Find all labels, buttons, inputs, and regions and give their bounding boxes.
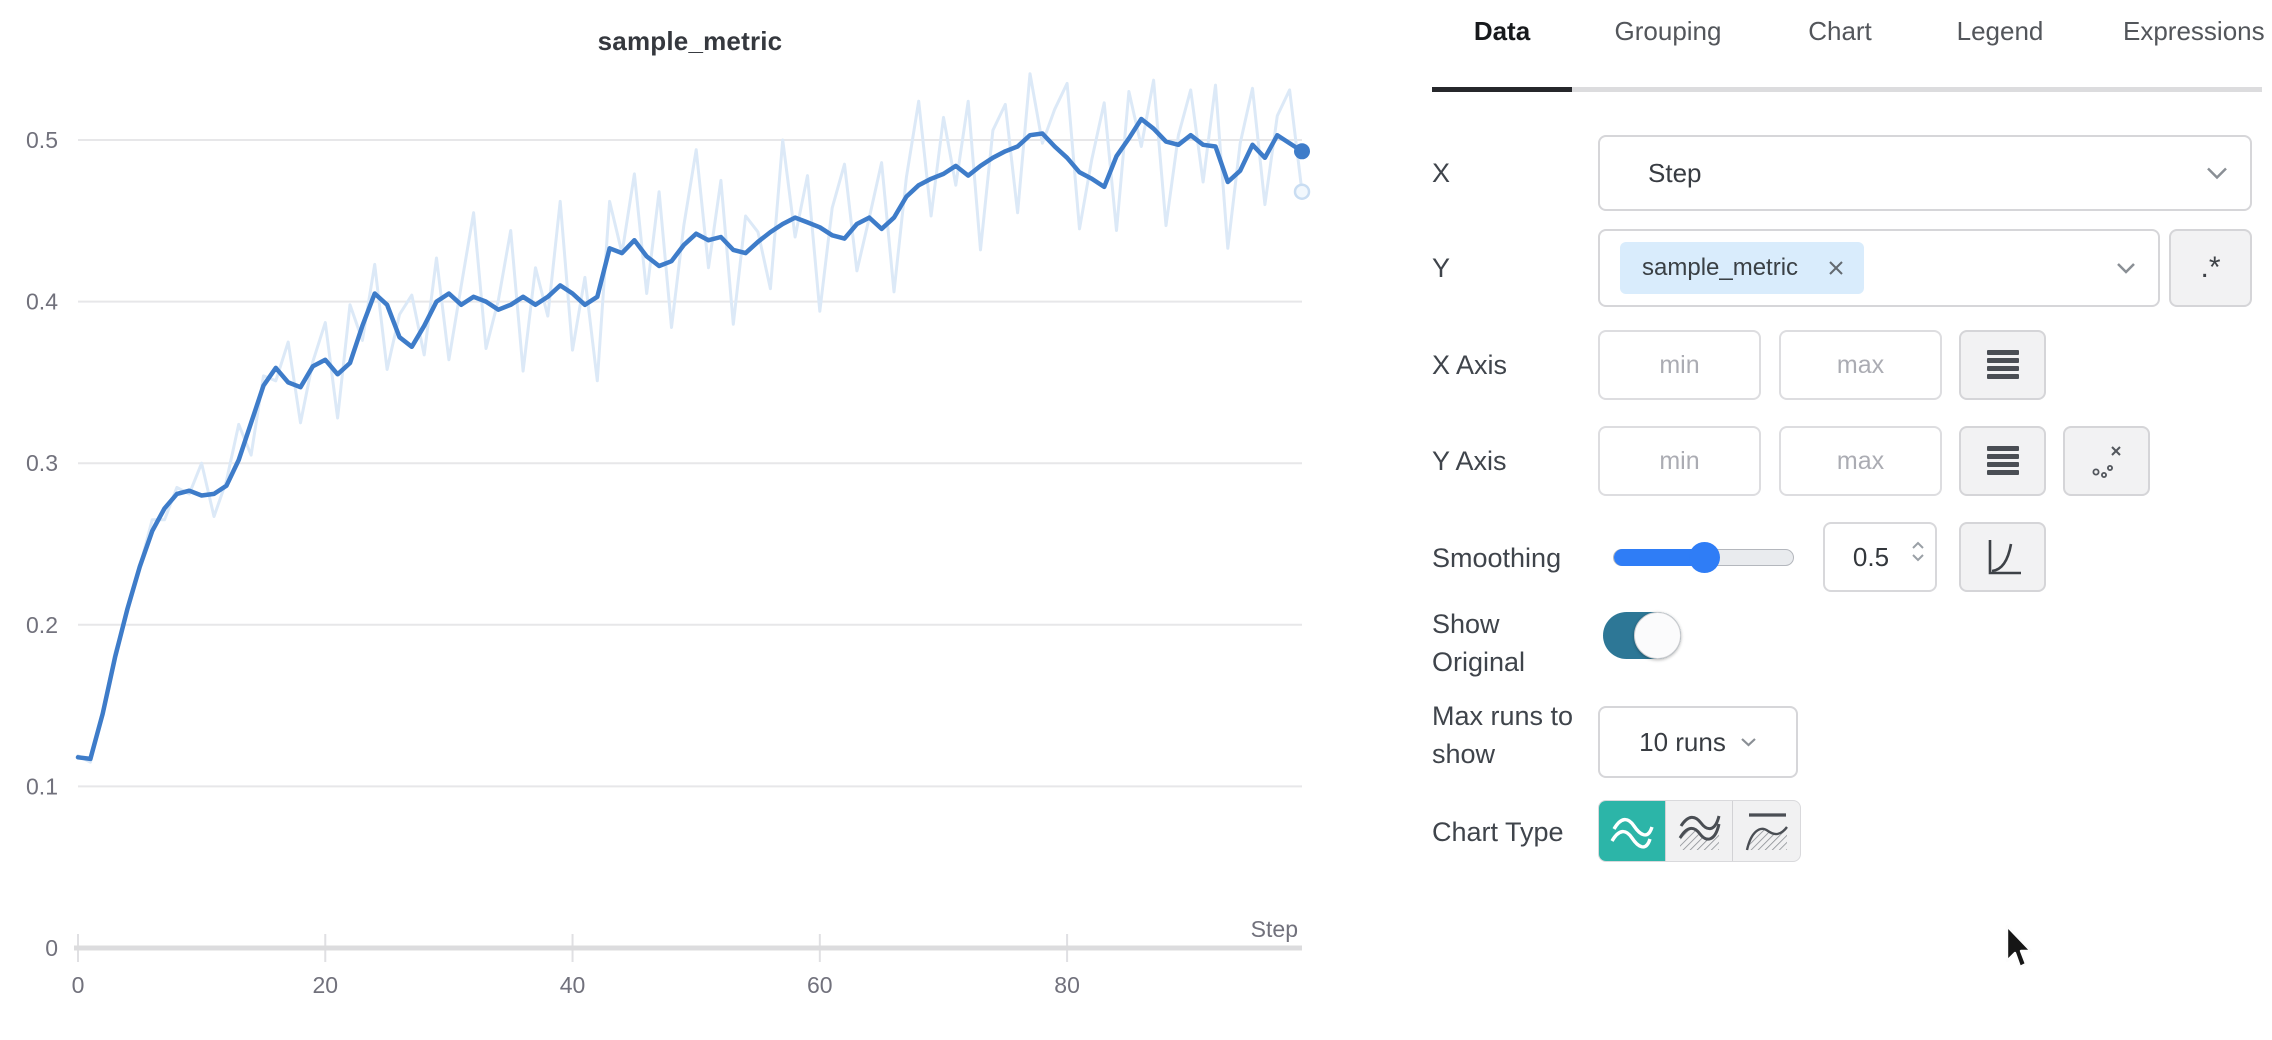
- smoothing-value-stepper[interactable]: [1823, 522, 1937, 592]
- y-tick-label: 0: [45, 935, 58, 961]
- chart-type-label: Chart Type: [1432, 817, 1564, 847]
- chevron-down-icon: [1741, 737, 1756, 746]
- chart-type-percentile-button[interactable]: [1733, 801, 1800, 861]
- series-endpoint-dot: [1294, 143, 1310, 160]
- x-axis-max-input[interactable]: [1779, 330, 1942, 400]
- show-original-label: Show Original: [1432, 609, 1526, 677]
- x-axis-title: Step: [1251, 916, 1298, 942]
- percentile-plot-icon: [1745, 813, 1788, 851]
- chart-title: sample_metric: [597, 26, 783, 56]
- y-metric-chip[interactable]: sample_metric: [1620, 242, 1865, 294]
- line-plot-icon: [1610, 817, 1654, 849]
- x-tick-label: 0: [72, 972, 85, 998]
- spinner-down-icon[interactable]: [1911, 553, 1925, 562]
- log-scale-lines-icon: [1986, 446, 2019, 475]
- x-tick-label: 40: [560, 972, 586, 998]
- x-select-value: Step: [1648, 157, 1702, 188]
- x-axis-min-input[interactable]: [1598, 330, 1761, 400]
- y-tick-label: 0.3: [26, 450, 58, 476]
- spinner-up-icon[interactable]: [1911, 541, 1925, 550]
- tabbar-divider: [1432, 87, 2262, 92]
- tab-grouping[interactable]: Grouping: [1614, 16, 1722, 46]
- max-runs-label: Max runs to show: [1432, 701, 1574, 769]
- x-select[interactable]: Step: [1598, 135, 2252, 211]
- tab-expressions[interactable]: Expressions: [2123, 16, 2265, 46]
- y-axis-min-input[interactable]: [1598, 426, 1761, 496]
- y-tick-label: 0.2: [26, 612, 58, 638]
- x-field-label: X: [1432, 158, 1451, 188]
- tabbar-active-indicator: [1432, 87, 1572, 92]
- smoothing-label: Smoothing: [1432, 543, 1562, 573]
- y-tick-label: 0.4: [26, 289, 58, 315]
- regex-button-label: .*: [2200, 251, 2221, 284]
- line-chart-plot[interactable]: 0 0.1 0.2 0.3 0.4 0.5 0 20 40 60 80 Step: [0, 0, 1430, 1040]
- x-tick-label: 80: [1054, 972, 1080, 998]
- y-tick-label: 0.5: [26, 127, 58, 153]
- smoothing-slider-thumb[interactable]: [1688, 542, 1720, 573]
- y-field-label: Y: [1432, 253, 1451, 283]
- smoothing-value-input[interactable]: [1825, 524, 1917, 590]
- y-tick-label: 0.1: [26, 773, 58, 799]
- area-plot-icon: [1678, 815, 1721, 850]
- tab-data[interactable]: Data: [1473, 16, 1531, 46]
- smoothing-slider[interactable]: [1613, 542, 1794, 573]
- chevron-down-icon: [2207, 167, 2227, 180]
- y-regex-button[interactable]: .*: [2169, 229, 2252, 307]
- ignore-outliers-icon: [2091, 446, 2121, 479]
- x-tick-label: 20: [312, 972, 338, 998]
- toggle-knob: [1634, 612, 1681, 659]
- chart-type-area-button[interactable]: [1666, 801, 1733, 861]
- y-axis-max-input[interactable]: [1779, 426, 1942, 496]
- x-axis-log-scale-button[interactable]: [1959, 330, 2046, 400]
- chart-type-segmented-control: [1598, 800, 1801, 862]
- y-axis-log-scale-button[interactable]: [1959, 426, 2046, 496]
- x-axis-label: X Axis: [1432, 350, 1508, 380]
- chip-remove-icon[interactable]: [1826, 258, 1846, 278]
- smoothing-type-button[interactable]: [1959, 522, 2046, 592]
- show-original-toggle[interactable]: [1603, 612, 1681, 659]
- log-scale-lines-icon: [1986, 350, 2019, 379]
- series-endpoint-ring: [1293, 183, 1311, 200]
- tab-legend[interactable]: Legend: [1956, 16, 2044, 46]
- smoothing-slider-fill: [1614, 549, 1704, 566]
- tab-chart[interactable]: Chart: [1808, 16, 1872, 46]
- max-runs-select[interactable]: 10 runs: [1598, 706, 1798, 778]
- series-line: [75, 116, 1305, 762]
- mouse-cursor: [2005, 925, 2033, 969]
- y-metric-chip-label: sample_metric: [1642, 254, 1799, 281]
- smoothing-curve-icon: [1988, 540, 2021, 575]
- max-runs-value: 10 runs: [1639, 726, 1726, 757]
- series-line: [76, 72, 1304, 764]
- ignore-outliers-button[interactable]: [2063, 426, 2150, 496]
- x-tick-label: 60: [807, 972, 833, 998]
- y-axis-label: Y Axis: [1432, 446, 1507, 476]
- y-select[interactable]: sample_metric: [1598, 229, 2160, 307]
- chart-type-line-button[interactable]: [1599, 801, 1666, 861]
- chevron-down-icon: [2117, 263, 2135, 274]
